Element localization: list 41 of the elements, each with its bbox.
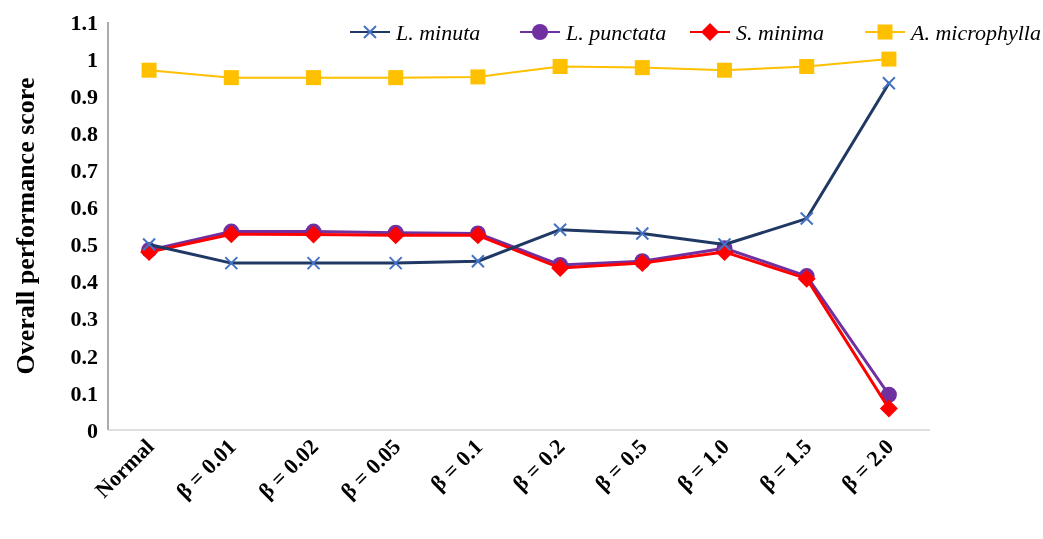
y-tick-label: 1 <box>87 46 98 72</box>
point <box>552 59 568 75</box>
point <box>386 226 405 245</box>
point <box>799 59 815 75</box>
y-tick-label: 0.5 <box>70 232 98 258</box>
y-tick-label: 1.1 <box>70 9 98 35</box>
legend-label: A. microphylla <box>909 19 1041 45</box>
x-tick-label: β = 0.05 <box>335 433 406 504</box>
x-tick-label: β = 0.5 <box>589 433 652 496</box>
y-tick-label: 0.8 <box>70 120 98 146</box>
y-tick-label: 0 <box>87 417 98 443</box>
point <box>304 225 323 244</box>
x-tick-label: β = 2.0 <box>836 433 899 496</box>
y-tick-label: 0.9 <box>70 83 98 109</box>
point <box>141 62 157 78</box>
y-tick-label: 0.6 <box>70 195 98 221</box>
x-tick-label: β = 0.1 <box>425 433 488 496</box>
x-tick-label: β = 0.01 <box>171 433 241 504</box>
point <box>879 399 898 418</box>
point <box>881 51 897 67</box>
x-tick-label: β = 1.0 <box>672 433 735 496</box>
legend-label: S. minima <box>736 19 824 45</box>
legend-label: L. minuta <box>395 19 481 45</box>
y-tick-label: 0.7 <box>70 158 98 184</box>
point <box>551 258 570 277</box>
y-tick-label: 0.2 <box>70 343 98 369</box>
point <box>388 70 404 86</box>
point <box>306 70 321 86</box>
y-axis-title: Overall performance score <box>11 77 40 375</box>
y-tick-label: 0.4 <box>70 269 98 295</box>
y-tick-label: 0.1 <box>70 380 98 406</box>
x-tick-label: β = 0.02 <box>253 433 324 504</box>
point <box>223 70 239 86</box>
x-tick-label: β = 0.2 <box>507 433 570 496</box>
legend-label: L. punctata <box>565 19 667 45</box>
point <box>717 62 732 78</box>
point <box>634 60 650 76</box>
y-tick-label: 0.3 <box>70 306 98 332</box>
x-tick-label: β = 1.5 <box>754 433 817 496</box>
point <box>470 69 486 85</box>
point <box>222 225 241 244</box>
